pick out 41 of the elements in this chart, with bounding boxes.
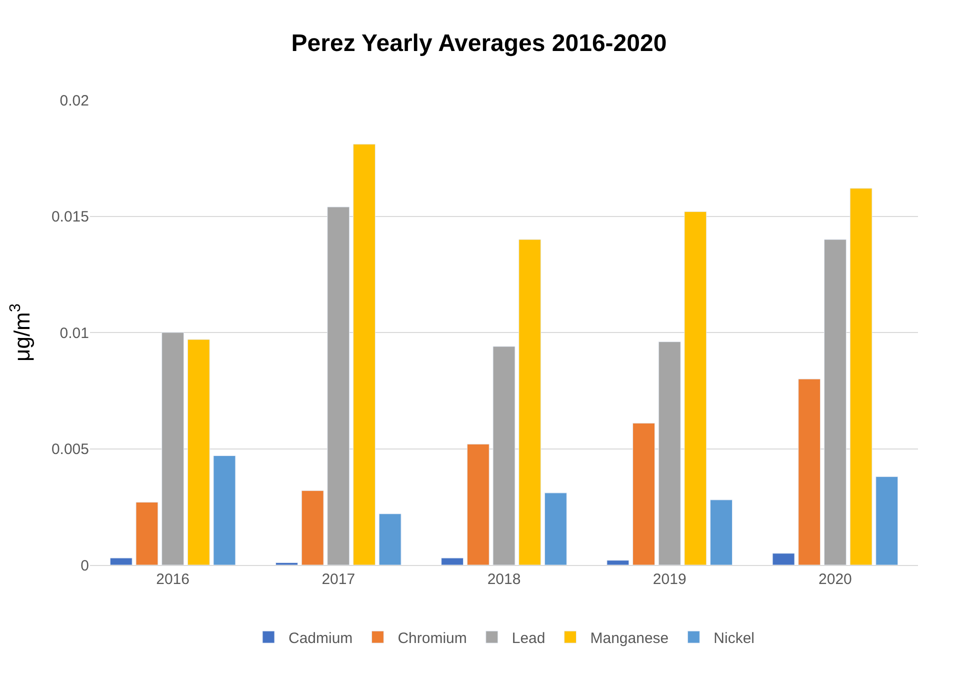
- bar: [441, 558, 464, 565]
- legend-label: Manganese: [590, 630, 669, 647]
- bar: [136, 502, 158, 565]
- bar: [378, 514, 402, 565]
- bar: [606, 560, 630, 565]
- bar: [544, 492, 567, 565]
- bar: [162, 332, 184, 565]
- bar: [876, 476, 898, 565]
- legend-label: Lead: [512, 630, 546, 647]
- bar: [301, 490, 324, 565]
- bar: [353, 144, 376, 565]
- bar: [213, 455, 236, 565]
- bar: [658, 342, 681, 565]
- chart-title: Perez Yearly Averages 2016-2020: [291, 30, 667, 58]
- bar: [110, 558, 132, 565]
- bar: [684, 211, 707, 565]
- x-tick-label: 2017: [322, 571, 356, 588]
- bar: [824, 239, 846, 565]
- bar: [632, 422, 655, 565]
- y-tick-label: 0.015: [51, 208, 89, 226]
- x-tick-label: 2016: [156, 571, 190, 588]
- y-tick-label: 0.01: [60, 324, 89, 342]
- bar: [466, 444, 490, 565]
- bar: [327, 206, 350, 565]
- x-tick-label: 2019: [652, 571, 686, 588]
- bar: [518, 239, 542, 565]
- x-tick-label: 2020: [818, 571, 852, 588]
- y-tick-label: 0: [80, 557, 89, 574]
- x-tick-label: 2018: [487, 571, 521, 588]
- bar: [772, 553, 795, 565]
- legend-label: Chromium: [398, 630, 467, 647]
- bar: [187, 339, 210, 565]
- y-tick-label: 0.005: [51, 441, 89, 458]
- legend-label: Nickel: [714, 630, 754, 647]
- bar: [276, 562, 298, 565]
- legend-label: Cadmium: [288, 630, 353, 647]
- bar: [492, 346, 516, 565]
- bar: [798, 378, 821, 565]
- y-tick-label: 0.02: [60, 92, 89, 110]
- bar: [710, 500, 732, 565]
- bar: [850, 188, 872, 565]
